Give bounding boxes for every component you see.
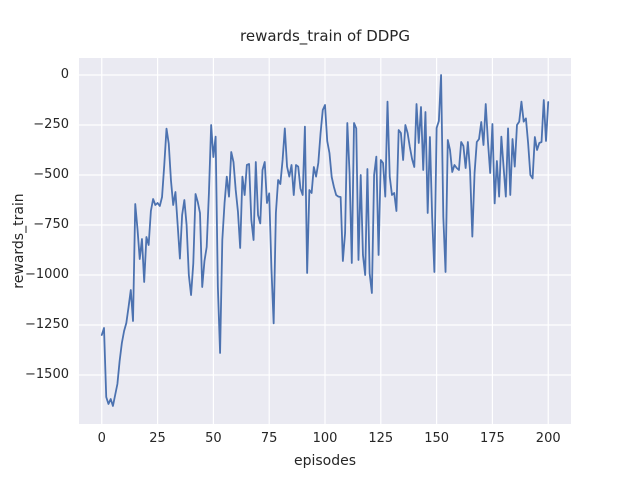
y-tick-label: −1000 xyxy=(25,267,69,282)
x-tick-label: 125 xyxy=(368,431,394,446)
x-tick-label: 50 xyxy=(205,431,222,446)
x-tick-label: 100 xyxy=(312,431,338,446)
x-tick-label: 25 xyxy=(149,431,166,446)
y-tick-label: −1500 xyxy=(25,367,69,382)
plot-wrap xyxy=(79,58,571,424)
x-tick-label: 75 xyxy=(260,431,278,446)
x-axis-label: episodes xyxy=(293,453,357,469)
chart-title: rewards_train of DDPG xyxy=(240,27,410,45)
plot-area xyxy=(79,58,571,424)
x-tick-label: 0 xyxy=(97,431,106,446)
x-tick-label: 150 xyxy=(424,431,450,446)
series-line-rewards-train xyxy=(100,74,550,407)
y-tick-label: 0 xyxy=(60,67,69,82)
y-tick-label: −1250 xyxy=(25,317,69,332)
x-tick-label: 200 xyxy=(535,431,561,446)
x-tick-label: 175 xyxy=(480,431,505,446)
y-tick-label: −500 xyxy=(33,167,69,182)
y-tick-label: −750 xyxy=(33,217,69,232)
y-tick-label: −250 xyxy=(33,117,69,132)
